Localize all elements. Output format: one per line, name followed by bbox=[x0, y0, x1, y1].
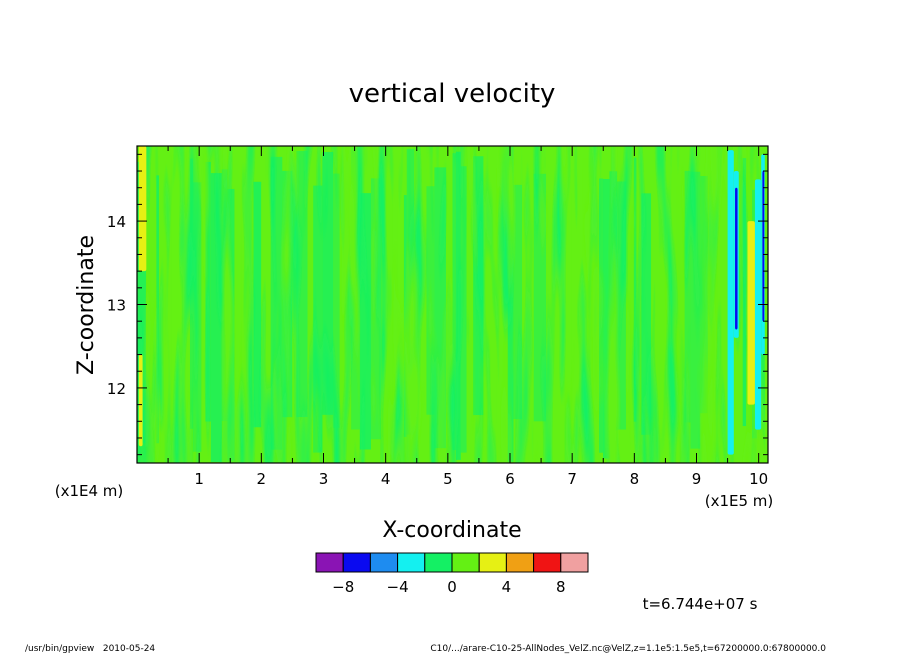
x-tick-label: 3 bbox=[319, 470, 329, 488]
y-axis-ticks: 12 13 14 bbox=[107, 153, 768, 456]
colorbar-swatch bbox=[369, 552, 399, 573]
colorbar-tick-label: −8 bbox=[332, 578, 354, 596]
heatmap-edge-feature bbox=[747, 221, 755, 405]
x-axis-label: X-coordinate bbox=[382, 518, 521, 543]
colorbar-swatch bbox=[451, 552, 480, 573]
colorbar-swatch bbox=[533, 552, 562, 573]
colorbar-tick-label: 4 bbox=[502, 578, 512, 596]
colorbar: −8 −4 0 4 8 bbox=[315, 552, 589, 596]
x-axis-unit: (x1E5 m) bbox=[705, 492, 774, 510]
x-tick-label: 7 bbox=[567, 470, 577, 488]
x-tick-label: 1 bbox=[194, 470, 204, 488]
colorbar-tick-label: −4 bbox=[387, 578, 409, 596]
y-tick-label: 14 bbox=[107, 213, 126, 231]
x-tick-label: 6 bbox=[505, 470, 515, 488]
colorbar-swatch bbox=[505, 552, 535, 573]
y-tick-label: 12 bbox=[107, 380, 126, 398]
chart-title: vertical velocity bbox=[349, 79, 556, 109]
time-annotation: t=6.744e+07 s bbox=[643, 595, 758, 613]
colorbar-tick-label: 0 bbox=[447, 578, 457, 596]
y-axis-unit: (x1E4 m) bbox=[55, 482, 124, 500]
heatmap-edge-feature bbox=[138, 146, 147, 272]
colorbar-swatch bbox=[560, 552, 589, 573]
heatmap-edge-feature bbox=[138, 354, 143, 447]
heatmap-streaks-fine bbox=[137, 146, 768, 463]
x-axis-ticks: 1 2 3 4 5 6 7 8 9 10 bbox=[167, 146, 768, 488]
footer-right: C10/.../arare-C10-25-AllNodes_VelZ.nc@Ve… bbox=[430, 644, 826, 654]
heatmap-edge-feature bbox=[735, 187, 738, 330]
colorbar-swatch bbox=[315, 552, 344, 573]
x-tick-label: 5 bbox=[443, 470, 453, 488]
heatmap-edge-feature bbox=[727, 150, 734, 455]
colorbar-swatch bbox=[424, 552, 453, 573]
colorbar-tick-label: 8 bbox=[556, 578, 566, 596]
colorbar-swatch bbox=[478, 552, 507, 573]
y-axis-label: Z-coordinate bbox=[74, 235, 99, 375]
x-tick-label: 9 bbox=[692, 470, 702, 488]
colorbar-swatch bbox=[342, 552, 371, 573]
x-tick-label: 8 bbox=[630, 470, 640, 488]
colorbar-swatch bbox=[397, 552, 426, 573]
heatmap-field bbox=[137, 146, 768, 463]
x-tick-label: 10 bbox=[749, 470, 768, 488]
heatmap-edge-feature bbox=[762, 171, 765, 322]
footer-left: /usr/bin/gpview 2010-05-24 bbox=[25, 644, 155, 654]
x-tick-label: 2 bbox=[257, 470, 267, 488]
y-tick-label: 13 bbox=[107, 297, 126, 315]
x-tick-label: 4 bbox=[381, 470, 391, 488]
